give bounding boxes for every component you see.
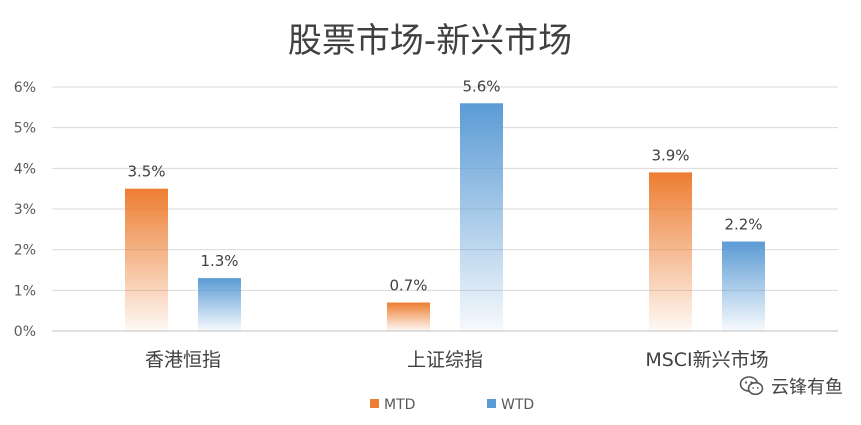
data-label: 3.5% — [127, 163, 165, 181]
legend: MTD WTD — [370, 397, 534, 413]
y-axis: 0% 1% 2% 3% 4% 5% 6% — [14, 80, 36, 340]
bar-wtd — [460, 103, 503, 332]
legend-label: WTD — [501, 397, 534, 413]
bar-wtd — [198, 278, 241, 331]
y-tick-label: 1% — [14, 283, 36, 299]
data-label: 2.2% — [724, 216, 762, 234]
data-label: 1.3% — [200, 252, 238, 270]
bar-mtd — [125, 188, 168, 331]
chart-title: 股票市场-新兴市场 — [288, 21, 572, 61]
y-tick-label: 4% — [14, 161, 36, 177]
y-tick-label: 3% — [14, 202, 36, 218]
y-tick-label: 2% — [14, 243, 36, 259]
y-tick-label: 0% — [14, 324, 36, 340]
y-tick-label: 6% — [14, 80, 36, 96]
legend-swatch-mtd — [370, 399, 379, 408]
watermark: 云锋有鱼 — [739, 373, 843, 399]
bar-wtd — [722, 241, 765, 331]
data-labels: 3.5% 1.3% 0.7% 5.6% 3.9% 2.2% — [127, 77, 762, 294]
x-tick-label: 香港恒指 — [145, 349, 221, 371]
x-tick-label: 上证综指 — [407, 349, 483, 371]
data-label: 3.9% — [651, 146, 689, 164]
bars — [125, 103, 765, 332]
legend-label: MTD — [384, 397, 415, 413]
data-label: 5.6% — [462, 77, 500, 95]
y-tick-label: 5% — [14, 121, 36, 137]
gridlines — [52, 86, 838, 332]
x-axis: 香港恒指 上证综指 MSCI新兴市场 — [145, 349, 769, 371]
watermark-text: 云锋有鱼 — [771, 377, 843, 398]
data-label: 0.7% — [389, 277, 427, 295]
bar-mtd — [387, 302, 430, 331]
bar-mtd — [649, 172, 692, 331]
x-tick-label: MSCI新兴市场 — [645, 349, 768, 371]
legend-swatch-wtd — [487, 399, 496, 408]
wechat-icon — [739, 376, 764, 396]
